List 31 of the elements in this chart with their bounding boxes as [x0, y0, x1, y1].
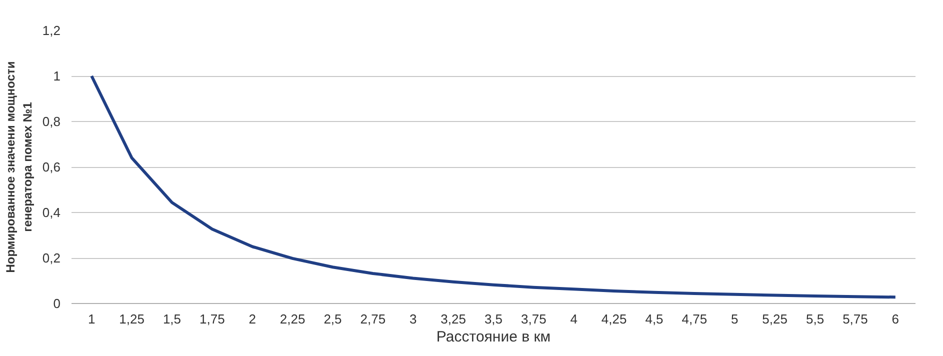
x-tick-label: 1,25: [119, 312, 144, 326]
x-tick-label: 3,25: [440, 312, 466, 326]
x-tick-label: 3,75: [521, 312, 546, 326]
x-tick-label: 3: [410, 312, 417, 326]
x-tick-label: 2,5: [324, 312, 342, 326]
x-tick-label: 5,75: [842, 312, 868, 326]
x-tick-label: 1,75: [200, 312, 225, 326]
y-tick-label: 0,6: [42, 160, 61, 174]
line-series: [90, 74, 897, 299]
x-axis-title: Расстояние в км: [436, 328, 551, 346]
x-tick-label: 4,75: [682, 312, 708, 326]
x-tick-label: 6: [892, 312, 900, 326]
x-tick-label: 4: [570, 312, 578, 326]
x-tick-label: 2: [248, 312, 256, 326]
y-tick-label: 0,4: [42, 205, 61, 220]
x-tick-label: 5: [731, 312, 738, 326]
x-tick-label: 3,5: [484, 312, 503, 326]
y-tick-label: 0,8: [42, 114, 61, 129]
y-tick-label: 0,2: [42, 250, 61, 266]
x-tick-label: 5,25: [762, 312, 788, 326]
x-tick-label: 2,75: [360, 312, 386, 326]
x-tick-label: 1,5: [162, 312, 182, 326]
x-tick-label: 4,25: [601, 312, 627, 326]
y-tick-label: 0: [53, 296, 61, 311]
x-tick-label: 5,5: [806, 312, 824, 326]
x-tick-label: 4,5: [645, 312, 664, 326]
y-tick-label: 1,2: [42, 23, 61, 38]
x-tick-label: 2,25: [280, 312, 306, 326]
x-tick-label: 1: [88, 312, 96, 326]
y-axis-title: Нормированное значени мощности генератора помех №1: [4, 61, 34, 273]
y-tick-label: 1: [53, 68, 61, 84]
